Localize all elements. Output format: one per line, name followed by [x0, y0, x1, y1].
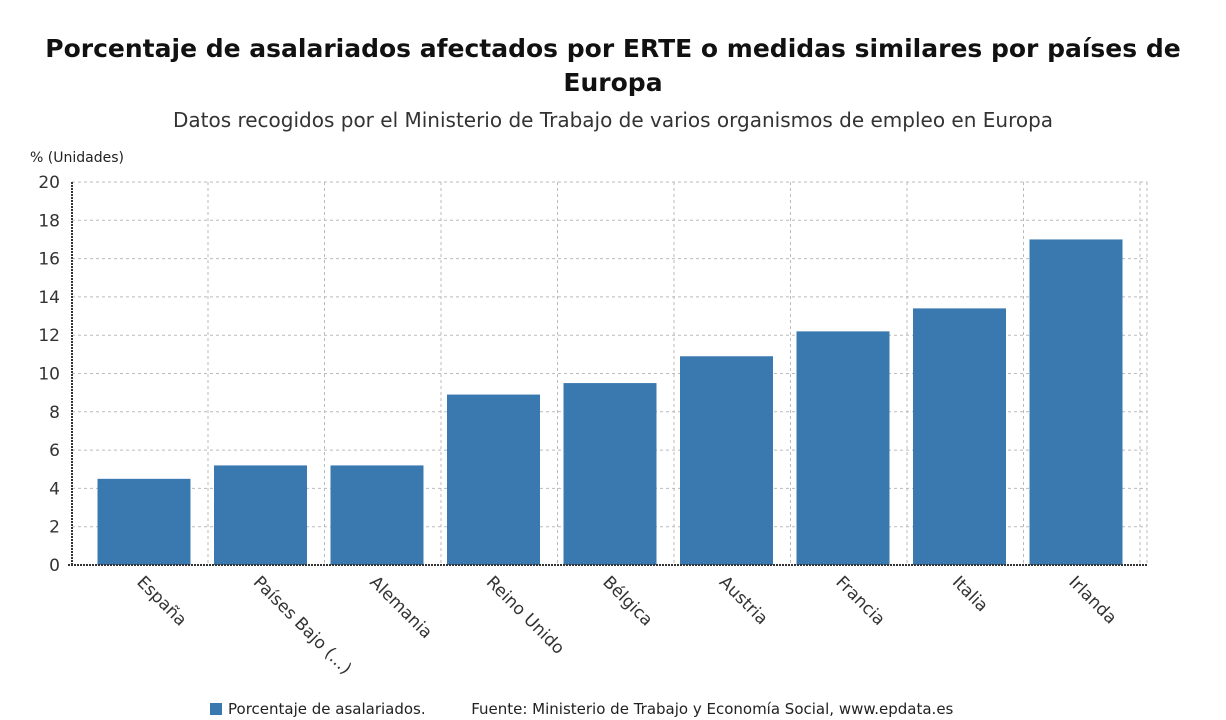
bar	[97, 478, 191, 565]
bar	[796, 331, 890, 565]
y-tick-label: 16	[38, 250, 60, 270]
x-tick-label: Bélgica	[598, 572, 656, 630]
y-tick-label: 0	[49, 556, 60, 576]
bar	[447, 394, 540, 565]
y-axis-label: % (Unidades)	[30, 150, 124, 166]
y-tick-label: 8	[49, 403, 60, 423]
x-tick-label: Francia	[831, 572, 888, 629]
y-tick-label: 12	[38, 326, 60, 346]
x-tick-label: Irlanda	[1064, 572, 1120, 628]
source-text: Fuente: Ministerio de Trabajo y Economía…	[471, 700, 954, 718]
x-tick-label: Países Bajo (...)	[249, 572, 355, 678]
y-tick-label: 18	[38, 211, 60, 231]
y-tick-label: 2	[49, 518, 60, 538]
y-tick-label: 20	[38, 173, 60, 193]
bar	[913, 308, 1006, 565]
legend-swatch	[210, 703, 222, 715]
bar	[1029, 239, 1123, 565]
y-tick-label: 14	[38, 288, 60, 308]
x-tick-label: España	[132, 572, 190, 630]
footer: Porcentaje de asalariados. Fuente: Minis…	[210, 700, 953, 718]
legend-label: Porcentaje de asalariados.	[228, 700, 426, 718]
chart-title: Porcentaje de asalariados afectados por …	[45, 34, 1181, 97]
bar	[680, 356, 773, 565]
chart-subtitle: Datos recogidos por el Ministerio de Tra…	[172, 108, 1054, 132]
bar	[563, 383, 657, 565]
x-tick-label: Reino Unido	[482, 572, 568, 658]
y-tick-label: 10	[38, 365, 60, 385]
bar	[330, 465, 424, 565]
y-tick-label: 6	[49, 441, 60, 461]
bar	[214, 465, 307, 565]
x-tick-label: Alemania	[365, 572, 436, 643]
x-tick-label: Austria	[715, 572, 772, 629]
x-tick-label: Italia	[948, 572, 992, 616]
y-tick-label: 4	[49, 479, 60, 499]
